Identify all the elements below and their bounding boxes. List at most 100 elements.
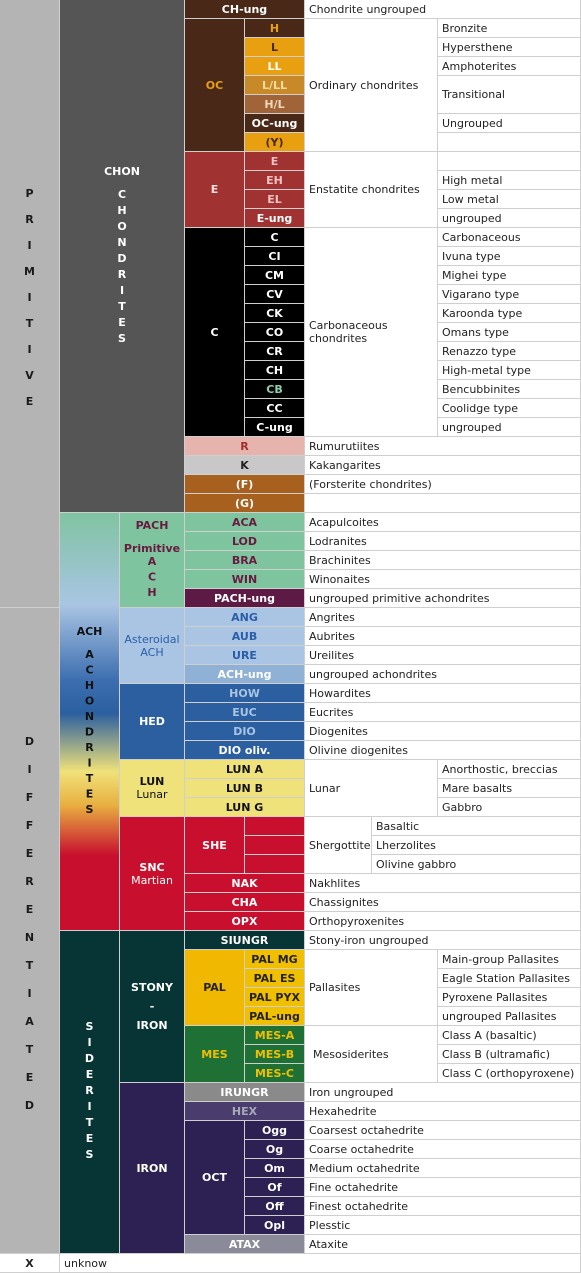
label: Primitive <box>123 541 181 555</box>
label: Anorthostic, breccias <box>442 762 558 776</box>
label: X <box>25 1256 34 1270</box>
group-code: ATAX <box>185 1235 305 1254</box>
label: CB <box>266 382 283 396</box>
group-name: Howardites <box>305 684 581 703</box>
label: BRA <box>231 553 258 567</box>
label: CHON <box>104 164 140 178</box>
description: ungrouped <box>438 418 581 437</box>
label: Asteroidal <box>124 632 180 646</box>
label: SIUNGR <box>220 933 269 947</box>
type-code: L/LL <box>245 76 305 95</box>
clan: IRON <box>120 1083 185 1254</box>
label: Lunar <box>136 788 168 801</box>
type-code: PAL-ung <box>245 1007 305 1026</box>
empty <box>438 152 581 171</box>
clan: STONY - IRON <box>120 931 185 1083</box>
description: High metal <box>438 171 581 190</box>
description: Class A (basaltic) <box>438 1026 581 1045</box>
label: LL <box>267 59 282 73</box>
group-code: ACA <box>185 513 305 532</box>
type-code: CV <box>245 285 305 304</box>
label: URE <box>232 648 257 662</box>
label: L/LL <box>261 78 288 92</box>
class: ACH ACHONDRITES <box>60 513 120 931</box>
label: PAL MG <box>251 952 298 966</box>
type-code: Of <box>245 1178 305 1197</box>
group-code: LOD <box>185 532 305 551</box>
label: E <box>210 183 219 196</box>
description: Bronzite <box>438 19 581 38</box>
label: Eagle Station Pallasites <box>442 971 570 985</box>
label: CHA <box>231 895 258 909</box>
type-code: C-ung <box>245 418 305 437</box>
label: K <box>240 458 249 472</box>
label: ACH-ung <box>217 667 272 681</box>
label: ANG <box>231 610 258 624</box>
type-code: Opl <box>245 1216 305 1235</box>
description: Basaltic <box>372 817 581 836</box>
label: MES-A <box>254 1028 295 1042</box>
group-name: Chondrite ungrouped <box>305 0 581 19</box>
group-name: Kakangarites <box>305 456 581 475</box>
label: OPX <box>231 914 258 928</box>
label: Main-group Pallasites <box>442 952 560 966</box>
label: R <box>240 439 249 453</box>
group-code: HEX <box>185 1102 305 1121</box>
group-name: Winonaites <box>305 570 581 589</box>
label: Ataxite <box>309 1237 349 1251</box>
label: CK <box>266 306 283 320</box>
label: HOW <box>229 686 260 700</box>
group-name: Orthopyroxenites <box>305 912 581 931</box>
group-name: Enstatite chondrites <box>305 152 438 228</box>
group-code: WIN <box>185 570 305 589</box>
description: Omans type <box>438 323 581 342</box>
description: Carbonaceous <box>438 228 581 247</box>
group-code: C <box>185 228 245 437</box>
label: C-ung <box>256 420 293 434</box>
type-code: EL <box>245 190 305 209</box>
label: Winonaites <box>309 572 370 586</box>
label: Orthopyroxenites <box>309 914 405 928</box>
label: HED <box>139 715 165 728</box>
description: Mare basalts <box>438 779 581 798</box>
type-code: LUN B <box>185 779 305 798</box>
group-name: Mesosiderites <box>305 1026 438 1083</box>
clan: Asteroidal ACH <box>120 608 185 684</box>
clan: HED <box>120 684 185 760</box>
description: Finest octahedrite <box>305 1197 581 1216</box>
label: Om <box>264 1161 285 1175</box>
label: Mare basalts <box>442 781 513 795</box>
description: Medium octahedrite <box>305 1159 581 1178</box>
label: DIFFERENTIATED <box>23 734 36 1127</box>
label: MES-B <box>254 1047 295 1061</box>
type-code: LUN A <box>185 760 305 779</box>
label: ungrouped primitive achondrites <box>309 591 490 605</box>
label: Iron ungrouped <box>309 1085 394 1099</box>
description: Amphoterites <box>438 57 581 76</box>
group-code: HOW <box>185 684 305 703</box>
clan: PACH Primitive ACH <box>120 513 185 608</box>
group-name: Diogenites <box>305 722 581 741</box>
group-code: (G) <box>185 494 305 513</box>
label: Angrites <box>309 610 355 624</box>
label: CH <box>265 363 284 377</box>
group-code: EUC <box>185 703 305 722</box>
type-code: CI <box>245 247 305 266</box>
description: Gabbro <box>438 798 581 817</box>
group-code: IRUNGR <box>185 1083 305 1102</box>
type-code: E <box>245 152 305 171</box>
label: Aubrites <box>309 629 355 643</box>
group-name <box>305 494 581 513</box>
label: H/L <box>264 97 285 111</box>
group-name: Pallasites <box>305 950 438 1026</box>
type-code: PAL PYX <box>245 988 305 1007</box>
description: Transitional <box>438 76 581 114</box>
label: Renazzo type <box>442 344 516 358</box>
label: (Forsterite chondrites) <box>309 477 432 491</box>
type-code: C <box>245 228 305 247</box>
type-code: Og <box>245 1140 305 1159</box>
label: PAL PYX <box>249 990 300 1004</box>
group-code: AUB <box>185 627 305 646</box>
label: Diogenites <box>309 724 368 738</box>
